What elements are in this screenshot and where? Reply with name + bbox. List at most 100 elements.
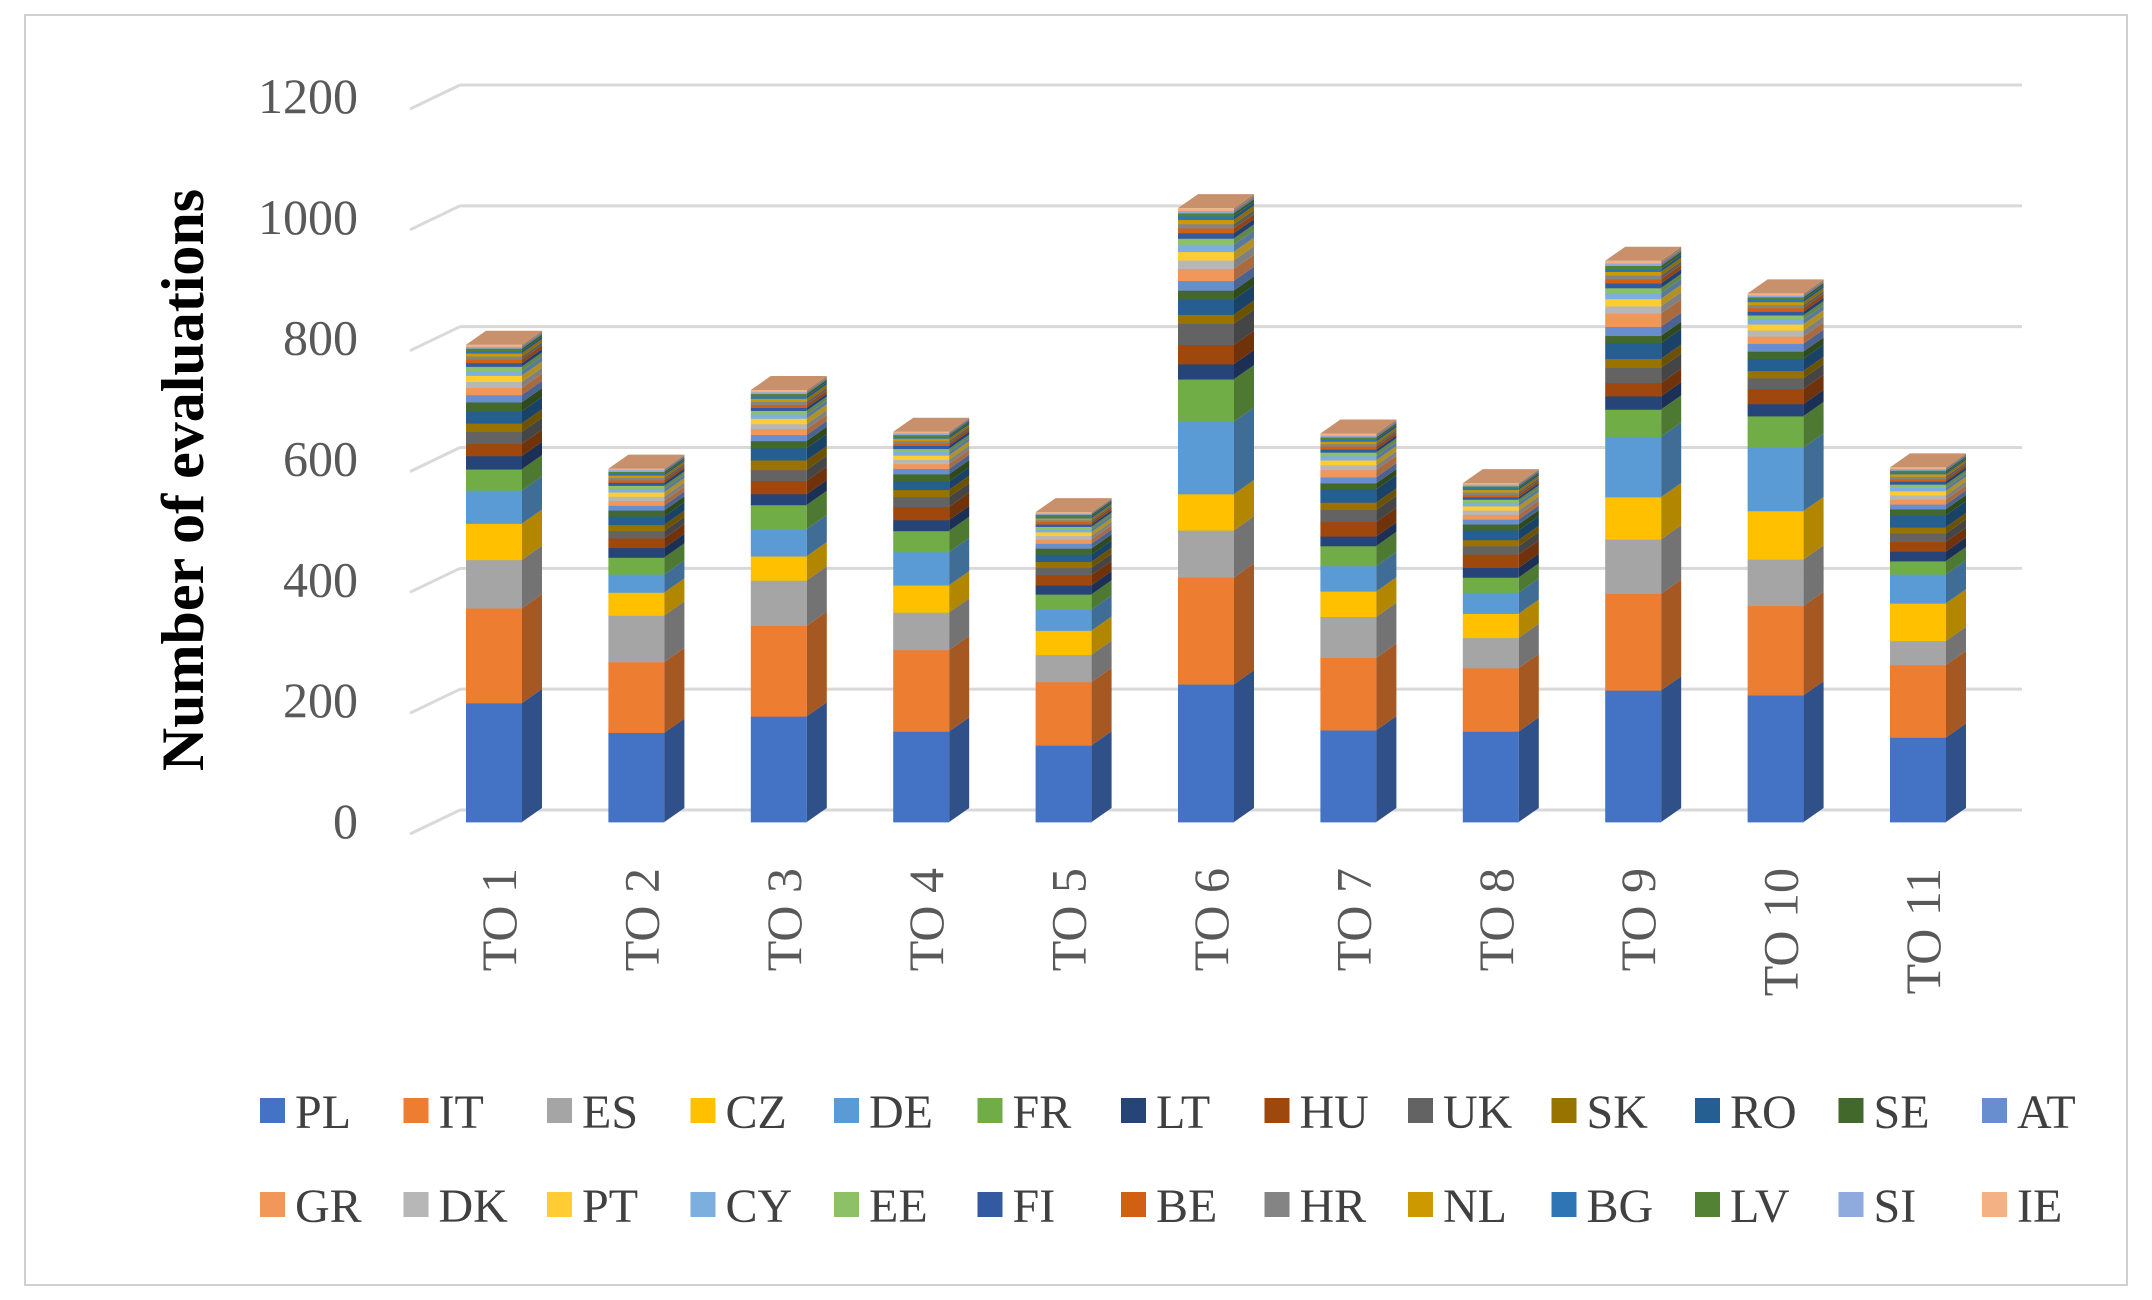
bar-segment <box>466 336 542 354</box>
bar-segment-front <box>1320 438 1377 442</box>
bar-segment-side <box>1518 623 1539 668</box>
bar-segment <box>1320 507 1397 537</box>
bar-segment-front <box>750 716 807 823</box>
bar-segment <box>1890 519 1966 543</box>
bar-segment-front <box>1320 521 1377 537</box>
bar-segment <box>1890 513 1966 534</box>
bar-segment <box>608 478 685 497</box>
bar-segment-front <box>608 492 665 497</box>
bar-segment-side <box>1234 254 1254 281</box>
bar-segment <box>1035 595 1112 631</box>
bar-segment <box>1462 475 1539 493</box>
bar-segment-side <box>1518 488 1539 507</box>
bar-segment-front <box>1462 731 1519 823</box>
bar-segment-front <box>1605 335 1662 344</box>
bar-segment <box>1320 435 1397 453</box>
bar-segment-side <box>1091 499 1112 515</box>
bar-segment-side <box>522 688 542 822</box>
bar-segment-side <box>664 543 685 575</box>
legend-item: UK <box>1408 1086 1513 1139</box>
bar-segment <box>1747 287 1824 306</box>
bar-segment-front <box>1035 681 1092 746</box>
bar-segment-front <box>1605 292 1662 300</box>
legend-swatch <box>1695 1192 1720 1217</box>
bar-segment-front <box>893 455 950 460</box>
bar-segment-front <box>466 344 522 347</box>
bar-segment-side <box>522 361 542 382</box>
bar-segment-front <box>1178 232 1234 239</box>
bar-segment <box>750 514 827 557</box>
bar-segment-side <box>1518 480 1539 497</box>
bar-segment-side <box>1661 284 1682 307</box>
bar-segment-side <box>522 397 542 424</box>
bar-segment <box>1462 525 1539 547</box>
bar-segment <box>1035 540 1112 563</box>
bar-segment <box>466 345 542 364</box>
bar-segment-side <box>1946 464 1966 482</box>
bar-segment <box>1890 589 1966 642</box>
bar-segment-side <box>1803 363 1824 389</box>
bar-segment <box>1178 246 1254 269</box>
bar-segment-front <box>1035 535 1092 540</box>
bar-segment <box>1035 514 1112 533</box>
y-axis-title: Number of evaluations <box>150 189 216 771</box>
bar-segment-front <box>608 482 665 486</box>
bar-segment-front <box>1890 574 1946 604</box>
legend-swatch <box>403 1192 429 1217</box>
bar-segment <box>1890 547 1966 575</box>
bar-segment <box>893 467 970 491</box>
bar-segment-front <box>1462 545 1519 555</box>
bar-segment <box>1462 482 1539 500</box>
bar-segment-side <box>1946 462 1966 479</box>
bar-segment <box>1320 475 1397 503</box>
bar-segment-side <box>1234 237 1254 261</box>
bar-top <box>1320 419 1397 434</box>
bar-segment-side <box>949 571 970 613</box>
bar-segment-front <box>608 615 665 663</box>
bar-segment-front <box>1747 358 1804 372</box>
legend-label: CZ <box>726 1086 787 1139</box>
bar-segment <box>1605 422 1682 498</box>
bar-segment <box>1605 382 1682 410</box>
bar-segment-front <box>608 592 665 616</box>
bar-segment-front <box>466 423 522 433</box>
bar-segment-front <box>466 346 522 349</box>
bar-segment-side <box>1091 500 1112 517</box>
bar-segment-side <box>1234 350 1254 380</box>
bar-segment-front <box>1320 446 1377 450</box>
bar-segment-front <box>1035 512 1092 514</box>
bar-segment-side <box>522 476 542 524</box>
bar-segment-side <box>949 516 970 552</box>
bar-segment-front <box>750 528 807 557</box>
bar-segment-side <box>1376 424 1397 442</box>
bar-segment <box>1605 278 1682 300</box>
bar-segment-front <box>1035 585 1092 595</box>
legend-label: BE <box>1156 1180 1217 1233</box>
bar-segment-front <box>1605 278 1662 284</box>
bar-segment-side <box>522 330 542 347</box>
bar-segment-front <box>1747 324 1804 331</box>
bar-segment <box>1320 427 1397 445</box>
bar-segment-front <box>750 398 807 402</box>
legend-swatch <box>403 1098 429 1123</box>
bar-segment <box>1605 482 1682 540</box>
bar-segment-front <box>1747 299 1804 303</box>
bar-segment-side <box>1518 473 1539 490</box>
bar-segment-front <box>1462 496 1519 500</box>
bar-segment-side <box>1376 716 1397 822</box>
bar-segment-front <box>1605 306 1662 314</box>
bar-segment-side <box>806 384 827 402</box>
bar-segment-front <box>1320 433 1377 436</box>
bar-segment <box>1747 545 1824 607</box>
bar-segment <box>1178 205 1254 225</box>
bar-segment-side <box>949 434 970 452</box>
bar-segment-side <box>1091 560 1112 586</box>
bar-segment <box>750 379 827 397</box>
bar-segment <box>1605 257 1682 276</box>
legend-item: IE <box>1982 1180 2062 1233</box>
bar-segment-front <box>1890 470 1946 473</box>
bar-top <box>750 376 827 391</box>
bar-segment <box>1035 553 1112 576</box>
legend-swatch <box>1408 1192 1433 1217</box>
bar-segment-front <box>1605 690 1662 823</box>
